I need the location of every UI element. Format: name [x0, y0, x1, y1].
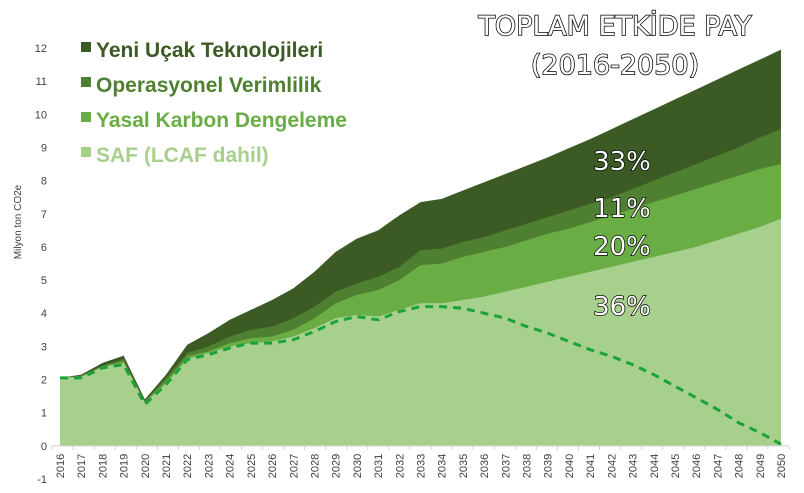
x-tick-label: 2018 — [97, 454, 109, 478]
x-tick-label: 2016 — [55, 454, 67, 478]
area-series-4 — [60, 218, 781, 446]
y-tick-label: 0 — [41, 441, 47, 453]
x-tick-label: 2043 — [628, 454, 640, 478]
x-tick-label: 2023 — [203, 454, 215, 478]
x-tick-label: 2019 — [119, 454, 131, 478]
y-tick-label: 1 — [41, 408, 47, 420]
legend-swatch — [81, 147, 91, 157]
x-tick-label: 2025 — [246, 454, 258, 478]
share-label: 33% — [593, 147, 651, 177]
x-tick-label: 2046 — [691, 454, 703, 478]
x-tick-label: 2022 — [182, 454, 194, 478]
x-tick-label: 2024 — [225, 454, 237, 478]
x-tick-label: 2045 — [670, 454, 682, 478]
x-tick-label: 2026 — [267, 454, 279, 478]
share-label: 36% — [593, 292, 651, 322]
x-tick-label: 2030 — [352, 454, 364, 478]
y-tick-label: 3 — [41, 341, 47, 353]
x-tick-label: 2027 — [288, 454, 300, 478]
legend-label: SAF (LCAF dahil) — [96, 144, 269, 167]
x-tick-label: 2037 — [500, 454, 512, 478]
legend-label: Yeni Uçak Teknolojileri — [96, 39, 323, 62]
x-tick-label: 2042 — [606, 454, 618, 478]
x-tick-label: 2031 — [373, 454, 385, 478]
x-tick-label: 2021 — [161, 454, 173, 478]
y-tick-label: 2 — [41, 375, 47, 387]
x-tick-label: 2020 — [140, 454, 152, 478]
legend-label: Yasal Karbon Dengeleme — [96, 109, 347, 132]
legend-swatch — [81, 77, 91, 87]
x-tick-labels: 2016 2017 2018 2019 2020 2021 2022 2023 2024 2025… — [55, 454, 788, 478]
y-axis-label: Milyon ton CO2e — [13, 184, 24, 259]
x-tick-label: 2033 — [416, 454, 428, 478]
x-tick-label: 2035 — [458, 454, 470, 478]
legend: Yeni Uçak Teknolojileri Operasyonel Verim… — [81, 39, 347, 167]
y-tick-label: -1 — [37, 474, 47, 486]
y-tick-label: 7 — [41, 209, 47, 221]
x-tick-label: 2017 — [76, 454, 88, 478]
x-tick-label: 2036 — [479, 454, 491, 478]
y-tick-label: 10 — [35, 109, 47, 121]
x-tick-label: 2041 — [585, 454, 597, 478]
share-label: 11% — [593, 194, 651, 224]
x-tick-label: 2032 — [394, 454, 406, 478]
y-tick-label: 9 — [41, 142, 47, 154]
y-tick-label: 5 — [41, 275, 47, 287]
y-tick-label: 12 — [35, 43, 47, 55]
x-tick-label: 2048 — [734, 454, 746, 478]
legend-label: Operasyonel Verimlilik — [96, 74, 322, 97]
share-label: 20% — [593, 232, 651, 262]
x-tick-label: 2047 — [712, 454, 724, 478]
share-labels: 33% 11% 20% 36% — [592, 146, 651, 322]
x-tick-label: 2029 — [331, 454, 343, 478]
y-tick-label: 4 — [41, 308, 47, 320]
x-tick-label: 2034 — [437, 454, 449, 478]
x-tick-label: 2049 — [755, 454, 767, 478]
chart-title-line-1: TOPLAM ETKİDE PAY — [477, 10, 752, 42]
y-tick-label: 6 — [41, 242, 47, 254]
y-tick-label: 8 — [41, 176, 47, 188]
legend-swatch — [81, 112, 91, 122]
x-tick-label: 2050 — [776, 454, 788, 478]
x-tick-label: 2039 — [543, 454, 555, 478]
x-tick-label: 2038 — [522, 454, 534, 478]
x-tick-label: 2044 — [649, 454, 661, 478]
y-tick-label: 11 — [36, 76, 47, 88]
axes — [51, 445, 790, 450]
legend-swatch — [81, 42, 91, 52]
x-tick-label: 2040 — [564, 454, 576, 478]
x-tick-label: 2028 — [309, 454, 321, 478]
chart-title-line-2: (2016-2050) — [531, 50, 699, 81]
